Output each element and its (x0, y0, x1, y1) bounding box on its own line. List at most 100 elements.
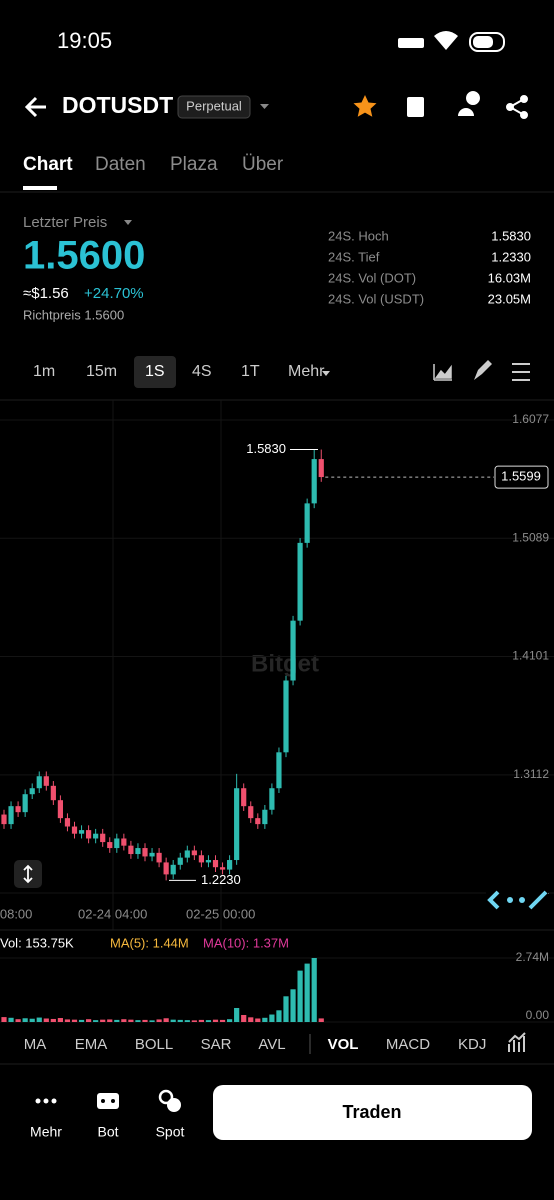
volume-bar (142, 1019, 148, 1022)
indicator[interactable]: VOL (328, 1036, 359, 1053)
volume-bar (114, 1019, 120, 1022)
timeframe[interactable]: 1m (33, 363, 55, 380)
volume-bar (170, 1019, 176, 1022)
candle-body (156, 852, 162, 863)
candle-body (114, 838, 120, 849)
notes-icon[interactable] (407, 97, 424, 117)
candle-body (78, 830, 85, 834)
symbol: DOTUSDT (62, 92, 173, 118)
vol-tick-label: 0.00 (526, 1008, 550, 1022)
indicator[interactable]: EMA (75, 1036, 108, 1053)
more-dropdown[interactable] (322, 371, 330, 376)
candle-body (50, 785, 56, 801)
share-icon[interactable] (506, 95, 528, 119)
volume-bar (198, 1019, 204, 1022)
volume-bar (255, 1018, 261, 1022)
indicator[interactable]: KDJ (458, 1036, 486, 1053)
candle-body (93, 833, 99, 839)
candle-body (297, 542, 303, 621)
candle-body (135, 848, 141, 855)
trade-label: Traden (342, 1102, 401, 1122)
tab[interactable]: Daten (95, 154, 146, 175)
volume-bar (43, 1018, 49, 1022)
tab[interactable]: Plaza (170, 154, 218, 175)
indicator-settings[interactable] (508, 1032, 526, 1052)
candle-body (283, 680, 289, 753)
candle-body (22, 794, 28, 813)
volume-bar (227, 1019, 233, 1022)
candle-body (219, 867, 226, 870)
chart-type-icon[interactable] (433, 364, 452, 381)
x-tick-label: 02-25 00:00 (186, 906, 255, 921)
candle-body (241, 788, 247, 807)
tab[interactable]: Chart (23, 154, 73, 175)
price-label: Letzter Preis (23, 214, 107, 231)
stat-label: 24S. Vol (DOT) (328, 270, 416, 285)
nav-label[interactable]: Bot (97, 1124, 118, 1140)
volume-bar (22, 1018, 28, 1022)
indicator[interactable]: BOLL (135, 1036, 173, 1053)
settings-icon[interactable] (512, 363, 530, 381)
volume-bar (219, 1019, 226, 1022)
candle-body (1, 814, 7, 825)
candle-body (100, 833, 106, 843)
last-price: 1.5600 (23, 234, 145, 278)
stat-value: 16.03M (488, 270, 531, 285)
candle-body (121, 838, 127, 846)
volume-bar (290, 989, 296, 1022)
volume-bar (86, 1019, 92, 1022)
badge: Perpetual (186, 98, 242, 113)
change: +24.70% (84, 285, 144, 302)
indicator[interactable]: MACD (386, 1036, 430, 1053)
favorite-icon[interactable] (353, 95, 377, 117)
back-button[interactable] (24, 96, 46, 118)
watermark: Bitget (251, 650, 319, 677)
volume-bar (1, 1017, 7, 1022)
candle-body (15, 806, 21, 813)
candle-body (227, 860, 233, 870)
volume-bar (57, 1018, 63, 1022)
scroll-arrows[interactable] (486, 884, 548, 916)
candle-body (311, 459, 317, 504)
volume-bar (297, 970, 303, 1022)
candle-body (57, 800, 63, 819)
timeframe[interactable]: Mehr (288, 363, 325, 380)
volume-bar (36, 1017, 42, 1022)
high-label: 1.5830 (246, 441, 286, 456)
indicator[interactable]: MA (24, 1036, 47, 1053)
timeframe[interactable]: 1T (241, 363, 260, 380)
candle-body (177, 857, 183, 865)
timeframe[interactable]: 4S (192, 363, 212, 380)
volume-bar (191, 1020, 197, 1022)
tab[interactable]: Über (242, 154, 284, 175)
price-dropdown[interactable] (124, 220, 132, 225)
ma5-label: MA(5): 1.44M (110, 935, 189, 950)
candle-body (149, 852, 155, 857)
nav-label[interactable]: Mehr (30, 1124, 62, 1140)
draw-icon[interactable] (474, 360, 492, 380)
timeframe[interactable]: 15m (86, 363, 117, 380)
indicator[interactable]: SAR (201, 1036, 232, 1053)
trade-button[interactable] (213, 1085, 532, 1140)
nav-icons (35, 1089, 181, 1112)
volume-bar (135, 1020, 141, 1022)
ma10-label: MA(10): 1.37M (203, 935, 289, 950)
timeframe[interactable]: 1S (145, 363, 165, 380)
volume-bar (276, 1010, 282, 1022)
candle-body (290, 620, 296, 681)
volume-bar (50, 1018, 56, 1022)
volume-bar (177, 1019, 183, 1022)
candle-body (198, 855, 204, 863)
vol-label: Vol: 153.75K (0, 935, 74, 950)
nav-label[interactable]: Spot (156, 1124, 185, 1140)
alert-icon[interactable] (458, 91, 480, 116)
dropdown-icon[interactable] (260, 104, 269, 109)
indicator[interactable]: AVL (258, 1036, 285, 1053)
volume-bar (318, 1018, 324, 1022)
volume-bar (71, 1019, 78, 1022)
vol-tick-label: 2.74M (516, 950, 549, 964)
candle-body (184, 850, 190, 858)
volume-bar (248, 1017, 254, 1022)
candle-body (276, 752, 282, 789)
